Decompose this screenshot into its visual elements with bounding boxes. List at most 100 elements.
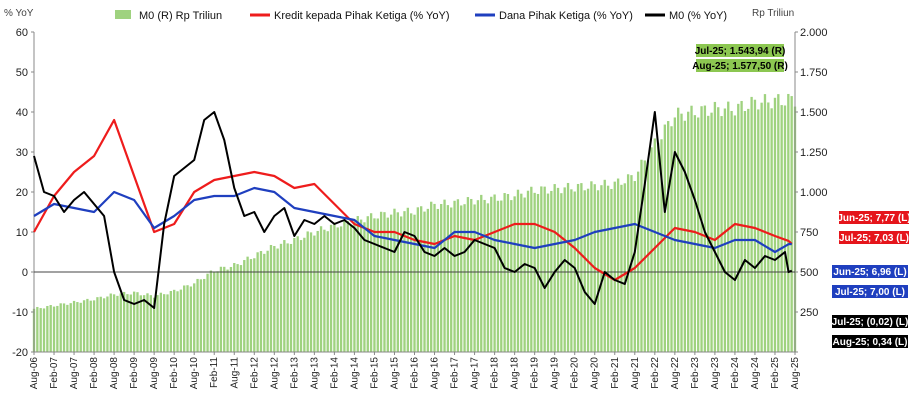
x-tick-label: Feb-17 xyxy=(450,357,461,389)
x-tick-label: Aug-19 xyxy=(550,357,561,390)
m0-bar xyxy=(687,111,690,352)
x-tick-label: Aug-20 xyxy=(590,357,601,390)
m0-bar xyxy=(446,205,450,352)
m0-bar xyxy=(530,186,533,352)
m0-bar xyxy=(206,273,209,352)
m0-bar xyxy=(683,120,687,353)
annotation-label: Jun-25; 6,96 (L) xyxy=(833,267,906,278)
m0-bar xyxy=(209,270,213,352)
m0-bar xyxy=(717,107,720,352)
right-tick-label: 750 xyxy=(800,227,818,239)
annotation-box xyxy=(696,59,784,72)
x-tick-label: Feb-19 xyxy=(530,357,541,389)
m0-bar xyxy=(753,99,757,352)
m0-bar xyxy=(727,101,730,352)
legend: M0 (R) Rp Triliun Kredit kepada Pihak Ket… xyxy=(115,10,727,22)
m0-bar xyxy=(193,283,196,352)
x-tick-label: Feb-07 xyxy=(49,357,60,389)
m0-bar xyxy=(396,212,399,352)
m0-bar xyxy=(199,279,203,352)
m0-bar xyxy=(159,292,162,352)
m0-bar xyxy=(179,289,183,352)
m0-bar xyxy=(283,240,286,352)
m0-bar xyxy=(373,218,376,352)
m0-bar xyxy=(520,193,523,352)
annotation-label: Aug-25; 1.577,50 (R) xyxy=(692,61,788,72)
m0-bar xyxy=(416,207,419,352)
annotation-box xyxy=(832,335,908,348)
right-tick-label: 1.500 xyxy=(800,107,828,119)
x-tick-label: Feb-20 xyxy=(570,357,581,389)
m0-bars xyxy=(32,93,797,353)
m0-bar xyxy=(76,302,79,352)
right-tick-label: 1.250 xyxy=(800,147,828,159)
x-tick-label: Feb-24 xyxy=(730,357,741,389)
m0-bar xyxy=(376,218,379,352)
m0-bar xyxy=(316,230,319,352)
right-axis-unit: Rp Triliun xyxy=(752,8,794,19)
m0-bar xyxy=(426,208,430,352)
m0-yoy-line xyxy=(33,111,793,309)
x-tick-label: Aug-06 xyxy=(29,357,40,390)
m0-bar xyxy=(646,160,650,352)
m0-bar xyxy=(413,214,416,352)
m0-bar xyxy=(757,109,760,352)
x-tick-label: Aug-11 xyxy=(229,357,240,389)
m0-bar xyxy=(466,197,470,352)
m0-bar xyxy=(606,185,610,352)
m0-bar xyxy=(356,216,359,352)
m0-bar xyxy=(116,295,119,352)
m0-bar xyxy=(299,240,303,352)
m0-bar xyxy=(56,305,59,352)
m0-bar xyxy=(423,211,426,352)
m0-bar xyxy=(586,188,590,352)
x-tick-label: Feb-08 xyxy=(89,357,100,389)
m0-bar xyxy=(673,117,677,352)
m0-bar xyxy=(526,190,530,352)
m0-bar xyxy=(420,206,423,352)
m0-bar xyxy=(767,102,770,353)
x-tick-label: Feb-22 xyxy=(650,357,661,389)
m0-bar xyxy=(483,199,486,352)
x-tick-label: Feb-23 xyxy=(690,357,701,389)
m0-bar xyxy=(266,250,269,352)
x-tick-label: Aug-13 xyxy=(309,357,320,390)
m0-bar xyxy=(660,139,663,352)
m0-bar xyxy=(173,289,176,352)
m0-bar xyxy=(136,292,139,352)
m0-bar xyxy=(256,252,259,352)
m0-bar xyxy=(119,293,122,352)
m0-bar xyxy=(640,159,643,352)
m0-bar xyxy=(129,294,132,352)
left-tick-label: 0 xyxy=(22,267,28,279)
m0-bar xyxy=(96,297,99,352)
left-axis-unit: % YoY xyxy=(4,8,34,19)
left-tick-label: -20 xyxy=(12,347,28,359)
m0-bar xyxy=(740,100,743,352)
m0-bar xyxy=(92,300,96,352)
m0-bar xyxy=(226,269,229,352)
m0-bar xyxy=(780,105,783,352)
m0-bar xyxy=(730,110,733,353)
m0-bar xyxy=(566,182,570,352)
x-tick-label: Feb-11 xyxy=(209,357,220,388)
right-tick-label: 500 xyxy=(800,267,818,279)
m0-bar xyxy=(440,204,443,352)
m0-bar xyxy=(503,193,506,352)
m0-bar xyxy=(430,201,433,352)
m0-bar xyxy=(109,293,112,352)
m0-bar xyxy=(223,266,226,352)
m0-bar xyxy=(333,222,336,352)
m0-bar xyxy=(329,224,333,352)
legend-label: Dana Pihak Ketiga (% YoY) xyxy=(499,10,633,22)
m0-bar xyxy=(540,186,543,352)
m0-bar xyxy=(216,271,219,352)
annotation-box xyxy=(696,44,784,57)
annotation-box xyxy=(839,231,909,244)
m0-bar xyxy=(102,298,106,352)
m0-bar xyxy=(480,194,483,352)
m0-bar xyxy=(656,142,660,352)
m0-bar xyxy=(546,193,550,352)
m0-bar xyxy=(146,293,149,352)
m0-bar xyxy=(169,291,173,352)
